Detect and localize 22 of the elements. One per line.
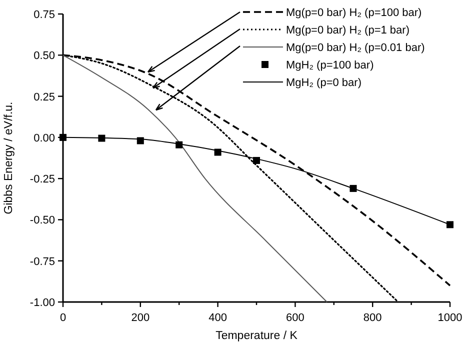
legend-label: Mg(p=0 bar) H₂ (p=100 bar) bbox=[286, 7, 422, 19]
x-tick-label: 800 bbox=[363, 312, 382, 324]
y-tick-label: -1.00 bbox=[30, 297, 55, 309]
y-tick-label: 0.75 bbox=[34, 9, 55, 21]
y-tick-label: 0.00 bbox=[34, 132, 55, 144]
x-tick-label: 600 bbox=[286, 312, 304, 324]
legend-label: MgH₂ (p=0 bar) bbox=[286, 77, 362, 89]
y-tick-label: -0.50 bbox=[30, 214, 55, 227]
y-axis-title: Gibbs Energy / eV/f.u. bbox=[3, 102, 15, 214]
x-tick-label: 200 bbox=[131, 312, 150, 324]
x-axis-title: Temperature / K bbox=[216, 330, 298, 342]
y-tick-label: 0.50 bbox=[34, 50, 55, 62]
y-tick-label: 0.25 bbox=[34, 91, 55, 104]
x-tick-label: 400 bbox=[208, 312, 227, 324]
point bbox=[446, 221, 454, 228]
legend-label: Mg(p=0 bar) H₂ (p=1 bar) bbox=[286, 24, 410, 36]
x-tick-label: 0 bbox=[60, 312, 66, 324]
x-tick-label: 1000 bbox=[438, 312, 462, 324]
legend-label: MgH₂ (p=100 bar) bbox=[286, 60, 374, 72]
legend-label: Mg(p=0 bar) H₂ (p=0.01 bar) bbox=[286, 42, 425, 54]
y-tick-label: -0.25 bbox=[30, 174, 55, 186]
y-tick-label: -0.75 bbox=[30, 256, 55, 268]
